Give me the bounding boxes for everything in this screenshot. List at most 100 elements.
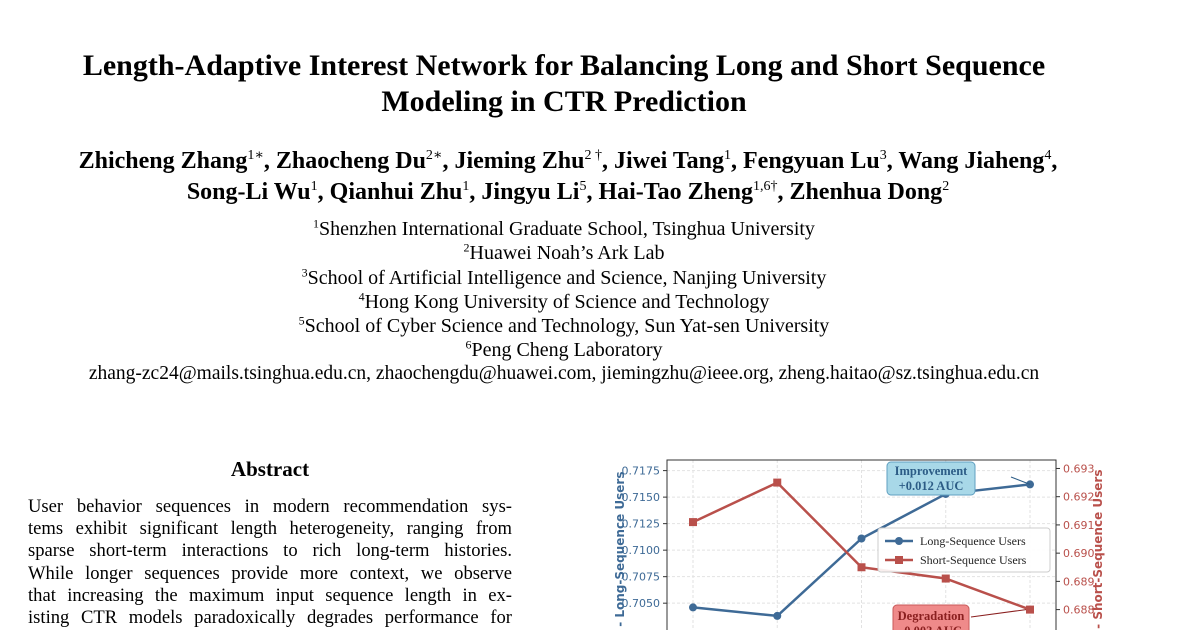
author-affiliation-mark: 2∗	[425, 148, 443, 163]
abstract-line: tems exhibit significant length heteroge…	[28, 518, 512, 540]
degradation-annotation-value: -0.003 AUC	[900, 624, 962, 630]
author-name: Hai-Tao Zheng	[598, 179, 753, 205]
affiliation-number: 6	[465, 337, 472, 352]
affiliation-number: 5	[298, 313, 305, 328]
abstract-line: While longer sequences provide more cont…	[28, 562, 512, 584]
auc-line-chart: 0.7050 0.7075 0.7100 0.7125 0.7150 0.7175 0.68…	[613, 459, 1105, 630]
author-name: Song-Li Wu	[186, 179, 311, 205]
author-affiliation-mark: 4	[1044, 148, 1052, 163]
affiliation-text: Shenzhen International Graduate School, …	[319, 218, 815, 240]
author-affiliation-mark: 2	[942, 179, 950, 194]
affiliation-text: Huawei Noah’s Ark Lab	[469, 242, 665, 265]
affiliation-item: 5School of Cyber Science and Technology,…	[0, 314, 1128, 338]
long-sequence-point	[773, 611, 782, 620]
abstract-line: that increasing the maximum input sequen…	[28, 584, 512, 606]
affiliation-text: Hong Kong University of Science and Tech…	[364, 290, 770, 313]
author-name: Wang Jiaheng	[898, 148, 1045, 174]
legend-box	[877, 527, 1051, 573]
author-separator: ,	[317, 179, 330, 205]
author-affiliation-mark: 5	[579, 179, 587, 194]
paper-title: Length-Adaptive Interest Network for Bal…	[0, 48, 1128, 120]
short-sequence-point	[1026, 605, 1034, 614]
author-name: Zhaocheng Du	[275, 148, 426, 174]
left-tick-label: 0.7175	[622, 465, 661, 478]
right-axis-label: AUC - Short-Sequence Users	[1091, 470, 1105, 630]
abstract-line: isting CTR models paradoxically degrades…	[28, 607, 512, 629]
abstract-line: sparse short-term interactions to rich l…	[28, 540, 512, 562]
author-list: Zhicheng Zhang1∗, Zhaocheng Du2∗, Jiemin…	[0, 146, 1136, 208]
affiliation-number: 2	[463, 240, 470, 255]
author-name: Qianhui Zhu	[329, 179, 463, 205]
left-tick-label: 0.7125	[622, 518, 661, 531]
abstract-body: User behavior sequences in modern recomm…	[28, 496, 512, 629]
improvement-annotation-value: +0.012 AUC	[899, 479, 964, 493]
author-separator: ,	[777, 179, 790, 205]
improvement-annotation-box	[886, 461, 976, 496]
legend-marker	[895, 556, 903, 564]
legend-marker	[895, 537, 903, 545]
author-separator: ,	[601, 148, 614, 174]
author-line-1: Zhicheng Zhang1∗, Zhaocheng Du2∗, Jiemin…	[0, 146, 1136, 177]
long-sequence-point	[857, 534, 866, 543]
left-tick-label: 0.7050	[622, 597, 661, 610]
title-line-2: Modeling in CTR Prediction	[381, 85, 747, 118]
author-separator: ,	[263, 148, 276, 174]
author-name: Jingyu Li	[481, 179, 580, 205]
left-tick-label: 0.7150	[622, 491, 661, 504]
right-tick-label: 0.691	[1063, 519, 1095, 532]
improvement-arrow	[1010, 476, 1031, 485]
affiliation-text: Peng Cheng Laboratory	[471, 339, 663, 362]
author-name: Jiwei Tang	[613, 148, 725, 174]
author-separator: ,	[886, 148, 899, 174]
affiliation-number: 4	[358, 289, 365, 304]
improvement-annotation-title: Improvement	[895, 464, 969, 478]
affiliation-item: 6Peng Cheng Laboratory	[0, 338, 1128, 362]
author-separator: ,	[586, 179, 599, 205]
affiliation-number: 3	[301, 264, 308, 279]
abstract-heading: Abstract	[230, 457, 310, 481]
author-separator: ,	[731, 148, 744, 174]
abstract-line: User behavior sequences in modern recomm…	[28, 496, 512, 517]
left-tick-label: 0.7100	[622, 544, 661, 557]
long-sequence-point	[1026, 480, 1034, 489]
author-affiliation-mark: 2 †	[584, 148, 602, 163]
author-emails: zhang-zc24@mails.tsinghua.edu.cn, zhaoch…	[88, 363, 1040, 384]
right-tick-label: 0.689	[1063, 575, 1095, 588]
short-sequence-point	[689, 518, 697, 527]
author-affiliation-mark: 3	[879, 148, 887, 163]
affiliation-number: 1	[313, 216, 320, 231]
affiliation-item: 4Hong Kong University of Science and Tec…	[0, 290, 1128, 314]
author-affiliation-mark: 1,6†	[752, 179, 778, 194]
right-tick-label: 0.690	[1063, 547, 1095, 560]
title-line-1: Length-Adaptive Interest Network for Bal…	[82, 49, 1046, 82]
affiliation-list: 1Shenzhen International Graduate School,…	[0, 217, 1128, 363]
right-tick-label: 0.688	[1063, 604, 1095, 617]
long-sequence-point	[689, 603, 697, 612]
affiliation-item: 2Huawei Noah’s Ark Lab	[0, 241, 1128, 265]
author-name: Zhenhua Dong	[789, 179, 943, 205]
short-sequence-point	[941, 574, 950, 583]
affiliation-text: School of Artificial Intelligence and Sc…	[307, 266, 827, 289]
author-name: Jieming Zhu	[454, 148, 585, 174]
degradation-annotation-box	[892, 604, 970, 630]
author-affiliation-mark: 1	[724, 148, 732, 163]
short-sequence-point	[773, 478, 782, 487]
author-affiliation-mark: 1∗	[247, 148, 264, 163]
degradation-arrow	[970, 609, 1027, 618]
author-name: Zhicheng Zhang	[78, 148, 248, 174]
author-separator: ,	[442, 148, 455, 174]
author-separator: ,	[1051, 148, 1058, 174]
right-tick-label: 0.693	[1063, 462, 1095, 475]
left-axis-label: AUC - Long-Sequence Users	[613, 472, 627, 630]
right-tick-label: 0.692	[1063, 491, 1095, 504]
affiliation-item: 3School of Artificial Intelligence and S…	[0, 266, 1128, 290]
author-name: Fengyuan Lu	[743, 148, 880, 174]
author-line-2: Song-Li Wu1, Qianhui Zhu1, Jingyu Li5, H…	[0, 177, 1136, 208]
left-tick-label: 0.7075	[622, 571, 661, 584]
degradation-annotation-title: Degradation	[898, 609, 965, 623]
legend-label: Long-Sequence Users	[920, 534, 1026, 548]
legend-label: Short-Sequence Users	[920, 553, 1027, 567]
short-sequence-point	[857, 563, 866, 572]
author-affiliation-mark: 1	[310, 179, 318, 194]
affiliation-text: School of Cyber Science and Technology, …	[304, 315, 830, 338]
